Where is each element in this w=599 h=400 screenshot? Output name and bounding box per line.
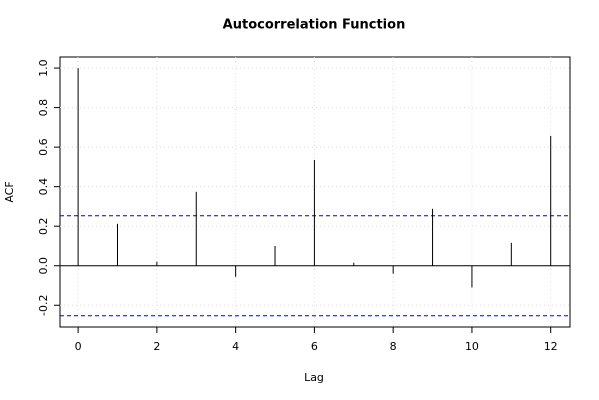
y-tick-label: -0.2 — [37, 295, 50, 316]
x-axis-label: Lag — [304, 371, 324, 384]
y-tick-label: 0.4 — [37, 178, 50, 196]
y-tick-label: 0.0 — [37, 257, 50, 275]
y-tick-label: 0.8 — [37, 99, 50, 117]
y-tick-label: 0.2 — [37, 217, 50, 235]
y-tick-label: 1.0 — [37, 59, 50, 77]
plot-frame — [59, 56, 571, 328]
x-tick-label: 2 — [153, 340, 160, 353]
x-tick-label: 12 — [544, 340, 558, 353]
x-tick-label: 10 — [465, 340, 479, 353]
x-tick-label: 8 — [390, 340, 397, 353]
x-tick-label: 0 — [75, 340, 82, 353]
y-axis-label: ACF — [3, 181, 16, 202]
x-tick-label: 4 — [232, 340, 239, 353]
x-tick-label: 6 — [311, 340, 318, 353]
y-tick-label: 0.6 — [37, 138, 50, 156]
chart-title: Autocorrelation Function — [223, 18, 406, 33]
